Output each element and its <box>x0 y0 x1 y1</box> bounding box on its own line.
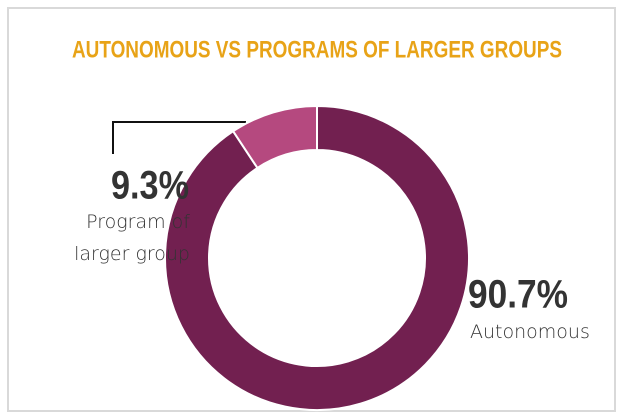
value-label: 9.3% <box>111 164 189 208</box>
value-label: 90.7% <box>468 273 568 317</box>
leader-line <box>112 121 246 154</box>
donut-slice <box>164 104 470 411</box>
chart-title: AUTONOMOUS VS PROGRAMS OF LARGER GROUPS <box>72 36 562 63</box>
donut-slice <box>231 104 318 170</box>
frame <box>7 7 616 412</box>
category-label: Autonomous <box>470 321 590 343</box>
category-label: Program of larger group <box>74 211 190 265</box>
